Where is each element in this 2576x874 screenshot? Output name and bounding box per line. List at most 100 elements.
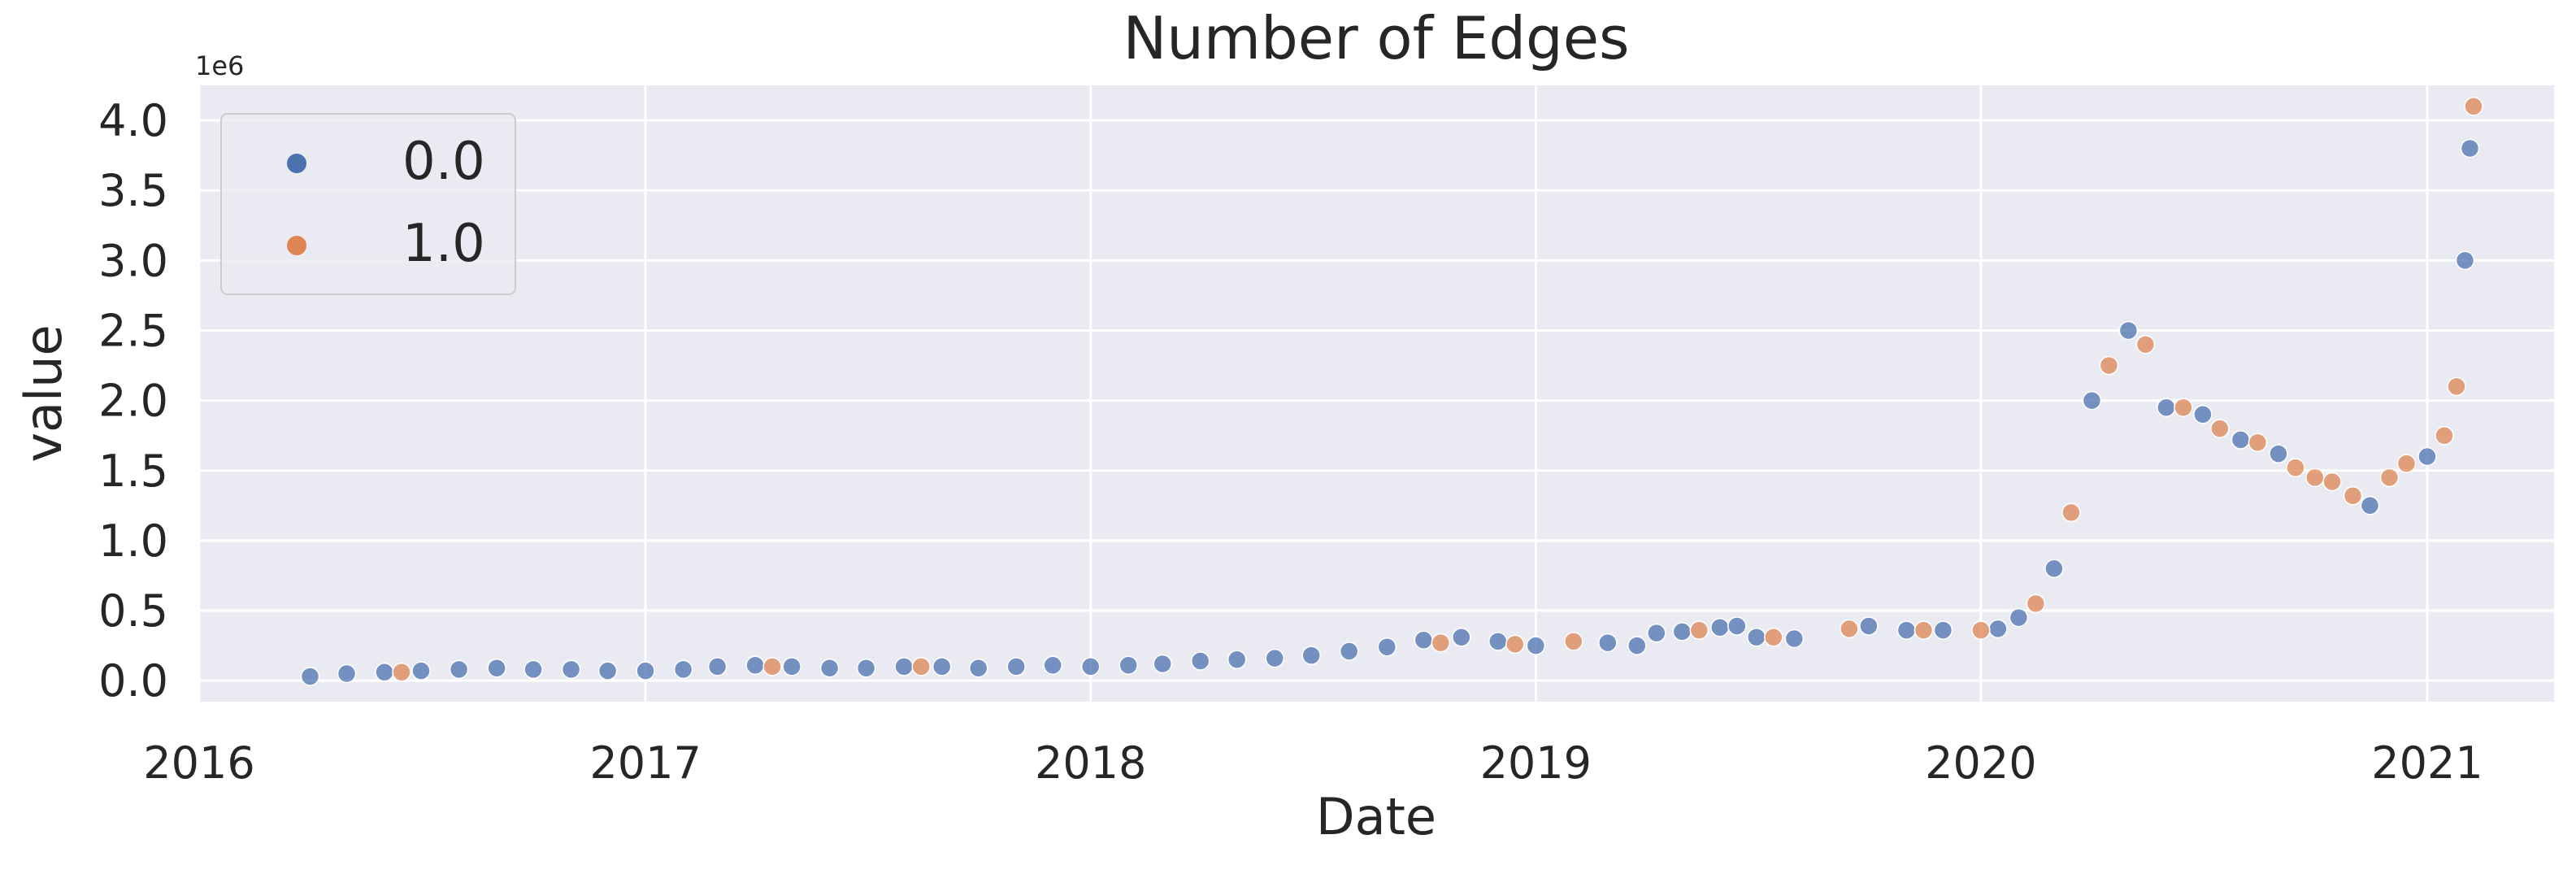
legend-marker-1 <box>287 236 306 255</box>
data-point <box>487 658 506 678</box>
data-point <box>1727 616 1747 636</box>
data-point <box>1747 628 1766 647</box>
data-point <box>1784 628 1805 649</box>
data-point <box>2435 425 2454 446</box>
data-point <box>2447 376 2466 397</box>
data-point <box>2193 405 2213 424</box>
data-point <box>1488 632 1508 651</box>
data-point <box>375 663 394 682</box>
data-point <box>1564 632 1583 651</box>
data-point <box>1006 657 1026 676</box>
data-point <box>932 657 952 676</box>
data-point <box>762 657 782 676</box>
data-point <box>2248 433 2268 453</box>
chart-title: Number of Edges <box>1123 4 1629 72</box>
data-point <box>1859 616 1879 636</box>
legend-label-1: 1.0 <box>402 214 485 274</box>
data-point <box>1689 620 1709 640</box>
data-point <box>2417 446 2437 467</box>
data-point <box>1988 619 2008 639</box>
data-point <box>2044 559 2064 579</box>
data-point <box>1153 654 1172 674</box>
data-point <box>1710 617 1730 637</box>
y-tick-labels: 0.0 0.5 1.0 1.5 2.0 2.5 3.0 3.5 4.0 <box>98 95 168 707</box>
data-point <box>523 659 543 680</box>
x-axis-label: Date <box>1316 787 1436 846</box>
data-point <box>1764 628 1783 647</box>
data-point <box>1339 641 1359 661</box>
data-point <box>2396 454 2417 473</box>
data-point <box>2286 458 2305 478</box>
data-point <box>2082 390 2102 411</box>
data-point <box>1971 620 1991 640</box>
data-point <box>2118 320 2139 341</box>
x-tick-label: 2018 <box>1035 737 1146 789</box>
data-point <box>449 659 469 680</box>
data-point <box>1080 657 1101 676</box>
data-point <box>1526 636 1546 655</box>
data-point <box>1414 630 1434 650</box>
legend-marker-0 <box>287 154 306 173</box>
data-point <box>1452 628 1471 647</box>
data-point <box>1505 634 1525 654</box>
data-point <box>1672 622 1692 641</box>
data-point <box>856 658 876 678</box>
data-point <box>2455 250 2475 271</box>
data-point <box>2210 419 2230 438</box>
series-1-0 <box>392 97 2483 682</box>
data-point <box>673 659 693 680</box>
y-tick-label: 0.0 <box>98 655 168 707</box>
plot-area-background <box>199 85 2554 702</box>
series-0-0 <box>300 138 2480 686</box>
data-point <box>1840 619 1859 639</box>
data-point <box>1190 651 1210 671</box>
y-offset-label: 1e6 <box>195 50 244 81</box>
data-point <box>819 658 840 678</box>
data-point <box>2460 138 2480 159</box>
data-point <box>561 659 581 680</box>
data-point <box>1431 633 1451 653</box>
data-point <box>2305 467 2325 488</box>
x-tick-label: 2017 <box>589 737 701 789</box>
x-tick-labels: 2016 2017 2018 2019 2020 2021 <box>143 737 2483 789</box>
data-point <box>411 661 431 681</box>
data-point <box>745 655 765 675</box>
data-point <box>1627 636 1647 655</box>
x-tick-label: 2019 <box>1480 737 1592 789</box>
data-point <box>2009 607 2029 628</box>
y-tick-label: 1.5 <box>98 446 168 497</box>
data-point <box>1933 620 1953 640</box>
grid-lines <box>198 85 2554 702</box>
y-tick-label: 4.0 <box>98 95 168 146</box>
data-point <box>782 657 801 676</box>
data-point <box>1914 620 1934 640</box>
data-point <box>392 663 411 682</box>
data-point <box>300 667 320 686</box>
data-point <box>2464 97 2483 116</box>
x-tick-label: 2021 <box>2371 737 2483 789</box>
data-point <box>1119 655 1138 675</box>
y-tick-label: 1.0 <box>98 515 168 567</box>
data-point <box>1598 633 1618 653</box>
legend-label-0: 0.0 <box>402 132 485 192</box>
data-point <box>2379 467 2400 488</box>
data-point <box>2343 486 2363 506</box>
data-point <box>1043 655 1062 675</box>
data-point <box>1647 623 1666 643</box>
y-tick-label: 2.5 <box>98 305 168 356</box>
data-point <box>337 663 357 684</box>
data-point <box>2157 398 2176 417</box>
data-points <box>300 97 2483 686</box>
x-tick-label: 2016 <box>143 737 254 789</box>
data-point <box>1896 620 1917 640</box>
data-point <box>2322 472 2342 492</box>
data-point <box>2174 398 2193 417</box>
data-point <box>911 657 931 676</box>
data-point <box>1377 637 1397 657</box>
data-point <box>2135 334 2156 354</box>
y-tick-label: 0.5 <box>98 585 168 637</box>
data-point <box>707 657 728 676</box>
data-point <box>2099 355 2119 376</box>
y-axis-label: value <box>14 324 73 462</box>
